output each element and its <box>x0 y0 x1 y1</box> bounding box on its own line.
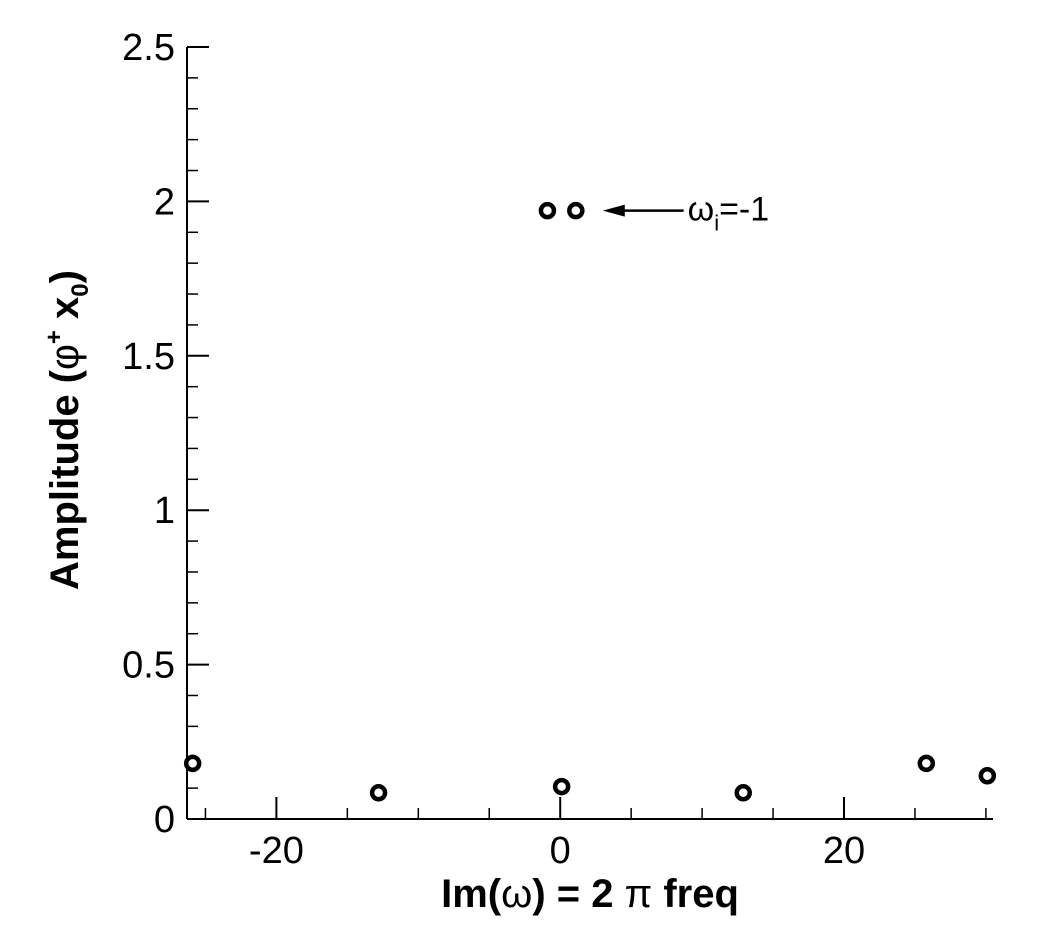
data-point <box>552 777 571 796</box>
data-point <box>917 754 936 773</box>
data-point <box>538 201 557 220</box>
data-point <box>734 784 753 802</box>
ticks-layer: 0 0.5 1 1.5 2 2.5 -20 0 20 <box>122 27 987 872</box>
y-tick-label: 2.5 <box>122 27 175 69</box>
annotation-label: ωi=-1 <box>688 191 770 236</box>
x-tick-label: 20 <box>823 830 865 872</box>
y-axis-title: Amplitude (φ+ x0) <box>41 270 94 590</box>
y-tick-label: 0 <box>154 799 175 841</box>
data-point <box>567 201 585 220</box>
x-tick-label: 0 <box>550 830 571 872</box>
y-tick-label: 0.5 <box>122 645 175 687</box>
x-axis-title: Im(ω) = 2 π freq <box>441 872 739 916</box>
data-point <box>978 767 997 785</box>
annotation-arrow-head <box>602 204 625 217</box>
points-layer <box>183 201 997 802</box>
axes-layer <box>186 47 993 820</box>
y-tick-label: 1.5 <box>122 336 175 378</box>
x-tick-label: -20 <box>249 830 304 872</box>
y-tick-label: 2 <box>154 181 175 223</box>
y-tick-label: 1 <box>154 490 175 532</box>
annotation-layer: ωi=-1 <box>602 191 770 236</box>
data-point <box>369 784 388 802</box>
data-point <box>183 754 202 773</box>
